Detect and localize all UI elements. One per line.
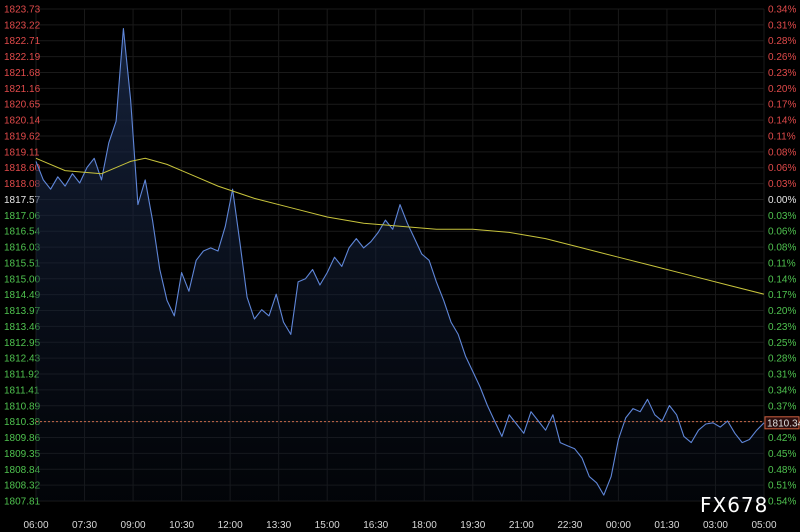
percent-tick-label: 0.51% [768, 481, 796, 492]
percent-tick-label: 0.14% [768, 274, 796, 285]
price-tick-label: 1816.54 [4, 227, 41, 238]
percent-tick-label: 0.20% [768, 306, 796, 317]
price-tick-label: 1811.92 [4, 370, 40, 381]
time-tick-label: 18:00 [412, 520, 437, 531]
percent-tick-label: 0.00% [768, 195, 796, 206]
percent-tick-label: 0.08% [768, 147, 796, 158]
price-tick-label: 1819.62 [4, 131, 41, 142]
percent-tick-label: 0.54% [768, 497, 796, 508]
price-tick-label: 1809.86 [4, 433, 41, 444]
time-tick-label: 19:30 [460, 520, 485, 531]
price-tick-label: 1820.65 [4, 100, 41, 111]
percent-tick-label: 0.17% [768, 290, 796, 301]
moving-average-line [35, 157, 765, 295]
percent-tick-label: 0.31% [768, 370, 796, 381]
percent-tick-label: 0.03% [768, 211, 796, 222]
price-tick-label: 1813.46 [4, 322, 41, 333]
time-tick-label: 05:00 [751, 520, 776, 531]
time-tick-label: 16:30 [363, 520, 388, 531]
time-tick-label: 22:30 [557, 520, 582, 531]
price-tick-label: 1810.89 [4, 401, 41, 412]
price-tick-label: 1814.49 [4, 290, 41, 301]
percent-tick-label: 0.34% [768, 385, 796, 396]
price-tick-label: 1820.14 [4, 116, 41, 127]
percent-tick-label: 0.28% [768, 354, 796, 365]
price-tick-label: 1807.81 [4, 497, 41, 508]
last-price-label: 1810.34 [767, 418, 800, 429]
percent-tick-label: 0.31% [768, 20, 796, 31]
price-tick-label: 1815.00 [4, 274, 41, 285]
percent-tick-label: 0.25% [768, 338, 796, 349]
price-tick-label: 1808.32 [4, 481, 41, 492]
price-tick-label: 1823.73 [4, 5, 41, 16]
price-tick-label: 1810.38 [4, 417, 41, 428]
time-tick-label: 13:30 [266, 520, 291, 531]
percent-tick-label: 0.34% [768, 5, 796, 16]
price-tick-label: 1818.60 [4, 163, 41, 174]
price-tick-label: 1817.57 [4, 195, 41, 206]
percent-tick-label: 0.28% [768, 36, 796, 47]
percent-tick-label: 0.11% [768, 258, 796, 269]
time-tick-label: 00:00 [606, 520, 631, 531]
percent-tick-label: 0.37% [768, 401, 796, 412]
percent-tick-label: 0.42% [768, 433, 796, 444]
percent-tick-label: 0.23% [768, 322, 796, 333]
last-price-tag: 1810.34 [764, 416, 800, 430]
price-series-line [35, 27, 765, 496]
percent-tick-label: 0.06% [768, 163, 796, 174]
percent-tick-label: 0.14% [768, 116, 796, 127]
time-tick-label: 12:00 [218, 520, 243, 531]
price-tick-label: 1812.43 [4, 354, 41, 365]
series-layer [35, 27, 765, 501]
price-tick-label: 1811.41 [4, 385, 40, 396]
price-tick-label: 1819.11 [4, 147, 40, 158]
percent-tick-label: 0.45% [768, 449, 796, 460]
percent-axis: 0.34% 0.31% 0.28% 0.26% 0.23% 0.20% 0.17% 0.14%… [768, 5, 796, 508]
percent-tick-label: 0.08% [768, 243, 796, 254]
time-tick-label: 03:00 [703, 520, 728, 531]
percent-tick-label: 0.26% [768, 52, 796, 63]
price-tick-label: 1818.08 [4, 179, 41, 190]
percent-tick-label: 0.23% [768, 68, 796, 79]
price-tick-label: 1809.35 [4, 449, 41, 460]
price-tick-label: 1823.22 [4, 20, 41, 31]
price-tick-label: 1822.19 [4, 52, 41, 63]
price-tick-label: 1812.95 [4, 338, 41, 349]
time-tick-label: 01:30 [654, 520, 679, 531]
time-tick-label: 10:30 [169, 520, 194, 531]
price-tick-label: 1821.68 [4, 68, 41, 79]
price-axis: 1823.73 1823.22 1822.71 1822.19 1821.68 1821.… [4, 5, 41, 508]
price-area-fill [36, 28, 764, 501]
percent-tick-label: 0.03% [768, 179, 796, 190]
percent-tick-label: 0.48% [768, 465, 796, 476]
price-tick-label: 1821.16 [4, 84, 41, 95]
time-tick-label: 09:00 [121, 520, 146, 531]
percent-tick-label: 0.17% [768, 100, 796, 111]
time-tick-label: 07:30 [72, 520, 97, 531]
time-tick-label: 15:00 [315, 520, 340, 531]
watermark-logo: FX678 [700, 493, 768, 517]
price-tick-label: 1813.97 [4, 306, 41, 317]
price-tick-label: 1822.71 [4, 36, 41, 47]
price-tick-label: 1817.06 [4, 211, 41, 222]
time-tick-label: 06:00 [23, 520, 48, 531]
percent-tick-label: 0.06% [768, 227, 796, 238]
price-tick-label: 1808.84 [4, 465, 41, 476]
time-axis: 06:00 07:30 09:00 10:30 12:00 13:30 15:00 16:30… [23, 520, 776, 531]
price-tick-label: 1815.51 [4, 258, 41, 269]
price-tick-label: 1816.03 [4, 243, 41, 254]
time-tick-label: 21:00 [509, 520, 534, 531]
percent-tick-label: 0.11% [768, 131, 796, 142]
percent-tick-label: 0.20% [768, 84, 796, 95]
